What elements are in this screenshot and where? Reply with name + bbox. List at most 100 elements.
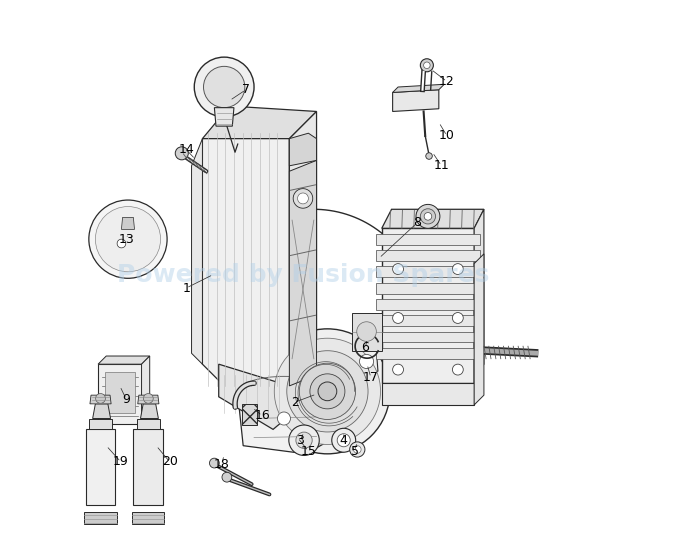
Circle shape (265, 329, 390, 454)
Polygon shape (192, 139, 203, 364)
Circle shape (175, 147, 188, 160)
Text: 9: 9 (122, 393, 130, 406)
Circle shape (420, 59, 433, 72)
Circle shape (393, 312, 404, 323)
Polygon shape (134, 429, 163, 506)
Circle shape (318, 382, 337, 401)
Polygon shape (474, 254, 484, 405)
Text: 18: 18 (213, 458, 229, 471)
Polygon shape (376, 299, 479, 310)
Circle shape (287, 351, 368, 432)
Text: 14: 14 (178, 143, 194, 156)
Text: 11: 11 (434, 159, 449, 172)
Text: 3: 3 (296, 434, 304, 447)
Circle shape (296, 432, 312, 449)
Circle shape (393, 264, 404, 274)
Text: 8: 8 (413, 216, 421, 229)
Circle shape (424, 62, 430, 69)
Text: 17: 17 (363, 371, 379, 384)
Text: 7: 7 (242, 83, 250, 96)
Polygon shape (203, 106, 316, 139)
Polygon shape (382, 228, 474, 383)
Circle shape (222, 472, 232, 482)
Text: 4: 4 (340, 434, 348, 447)
Circle shape (424, 212, 432, 220)
Polygon shape (382, 209, 484, 228)
Text: Powered by Fusion Spares: Powered by Fusion Spares (117, 262, 489, 287)
Polygon shape (376, 283, 479, 294)
Circle shape (393, 364, 404, 375)
Circle shape (350, 442, 365, 457)
Polygon shape (393, 89, 439, 111)
Polygon shape (93, 404, 110, 418)
Polygon shape (89, 418, 113, 429)
Polygon shape (352, 312, 382, 351)
Polygon shape (356, 350, 378, 373)
Circle shape (209, 458, 220, 468)
Circle shape (310, 374, 345, 409)
Polygon shape (376, 315, 479, 326)
Circle shape (420, 209, 436, 224)
Circle shape (278, 412, 291, 425)
Text: 6: 6 (361, 341, 370, 354)
Circle shape (297, 193, 308, 204)
Text: 13: 13 (119, 233, 134, 245)
Polygon shape (121, 217, 134, 229)
Polygon shape (382, 383, 474, 405)
Circle shape (337, 434, 351, 447)
Circle shape (95, 206, 160, 272)
Circle shape (426, 153, 432, 159)
Circle shape (274, 338, 381, 445)
Polygon shape (474, 209, 484, 383)
Circle shape (357, 322, 376, 341)
Circle shape (452, 312, 463, 323)
Circle shape (194, 57, 254, 117)
Polygon shape (238, 389, 330, 454)
Circle shape (416, 204, 440, 228)
Text: 2: 2 (291, 396, 299, 408)
Text: 20: 20 (162, 456, 178, 468)
Polygon shape (142, 356, 150, 424)
Polygon shape (219, 364, 289, 429)
Text: 10: 10 (439, 130, 455, 142)
Polygon shape (203, 128, 289, 397)
Text: 12: 12 (439, 75, 455, 88)
Circle shape (359, 355, 374, 368)
Polygon shape (376, 332, 479, 343)
Polygon shape (90, 395, 111, 404)
Circle shape (95, 394, 106, 404)
Circle shape (289, 425, 319, 456)
Circle shape (117, 239, 125, 248)
Circle shape (143, 394, 153, 404)
Polygon shape (376, 234, 479, 245)
Polygon shape (376, 250, 479, 261)
Text: 19: 19 (113, 456, 129, 468)
Polygon shape (289, 111, 316, 386)
Circle shape (299, 363, 355, 419)
Polygon shape (136, 418, 160, 429)
Polygon shape (138, 395, 159, 404)
Circle shape (203, 66, 245, 108)
Polygon shape (289, 133, 316, 166)
Text: 1: 1 (182, 282, 190, 295)
Circle shape (331, 428, 356, 452)
Polygon shape (140, 404, 158, 418)
Circle shape (452, 264, 463, 274)
Polygon shape (85, 512, 117, 524)
Text: 5: 5 (351, 445, 359, 458)
Circle shape (293, 189, 313, 208)
Text: 15: 15 (301, 445, 316, 458)
Circle shape (89, 200, 167, 278)
Text: 16: 16 (254, 410, 270, 422)
Circle shape (452, 364, 463, 375)
Polygon shape (214, 108, 234, 126)
Polygon shape (393, 85, 444, 92)
Polygon shape (289, 160, 316, 386)
Polygon shape (376, 348, 479, 358)
Polygon shape (241, 404, 256, 425)
Polygon shape (132, 512, 164, 524)
Polygon shape (376, 266, 479, 277)
Circle shape (353, 446, 361, 453)
Polygon shape (85, 429, 115, 506)
Polygon shape (98, 356, 150, 364)
